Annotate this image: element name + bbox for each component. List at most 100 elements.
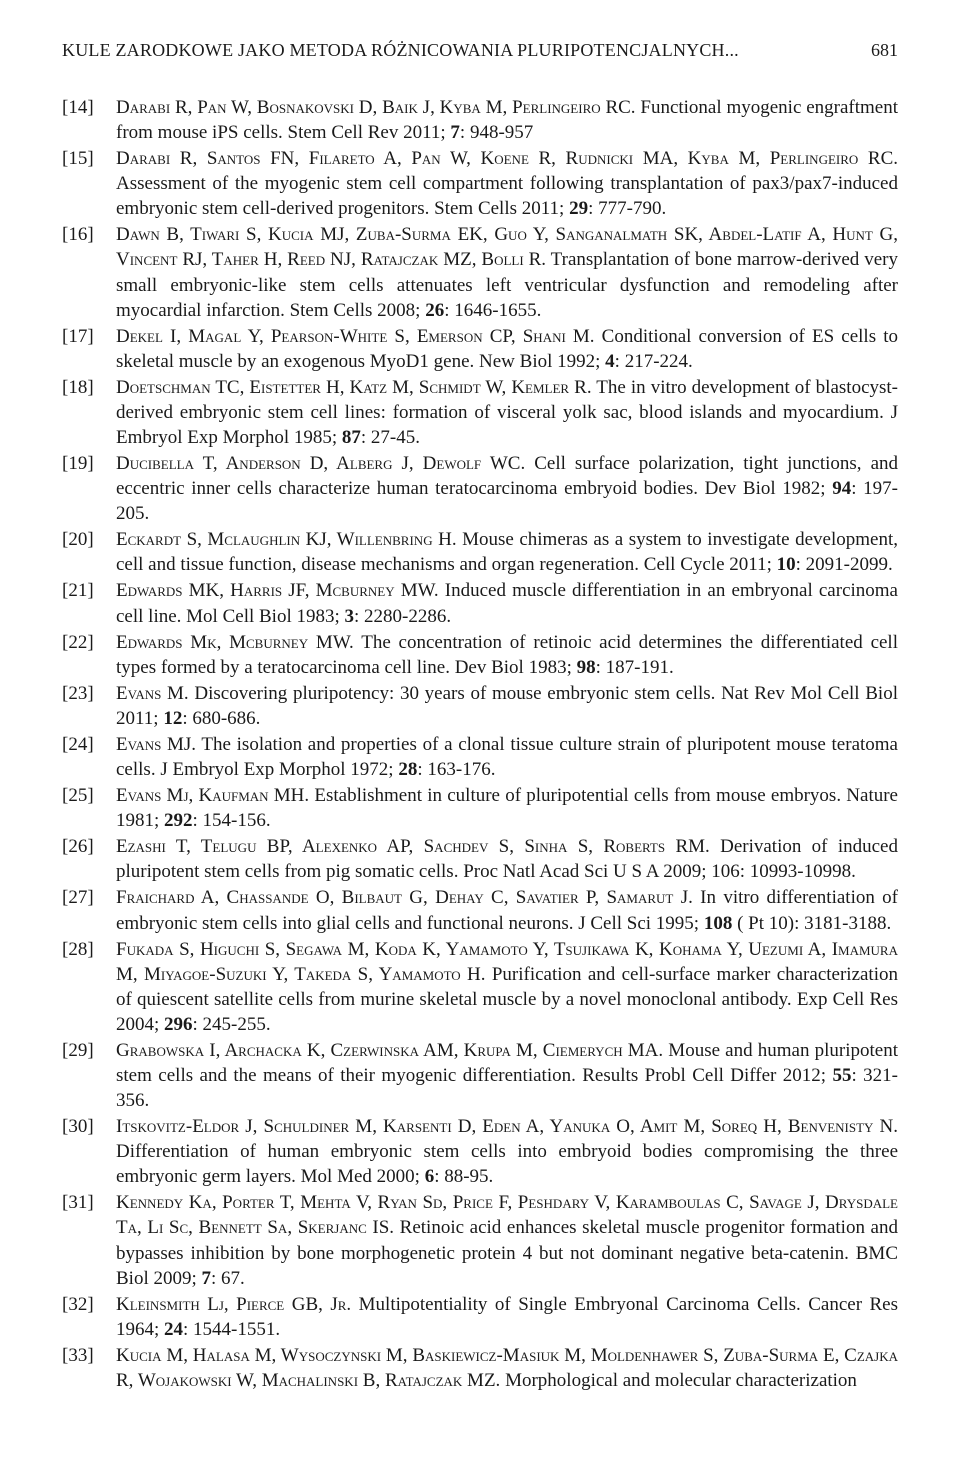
reference-body: Dawn B, Tiwari S, Kucia MJ, Zuba-Surma E…	[116, 222, 898, 322]
reference-item: [27]Fraichard A, Chassande O, Bilbaut G,…	[62, 885, 898, 935]
reference-tail: : 1544-1551.	[183, 1319, 280, 1340]
reference-number: [16]	[62, 222, 116, 322]
reference-item: [30]Itskovitz-Eldor J, Schuldiner M, Kar…	[62, 1114, 898, 1189]
reference-item: [25]Evans Mj, Kaufman MH. Establishment …	[62, 783, 898, 833]
reference-item: [29]Grabowska I, Archacka K, Czerwinska …	[62, 1038, 898, 1113]
reference-tail: : 67.	[211, 1268, 245, 1289]
reference-authors: Darabi R, Santos FN, Filareto A, Pan W, …	[116, 148, 898, 169]
reference-tail: : 948-957	[460, 122, 533, 143]
reference-volume: 292	[164, 810, 193, 831]
reference-body: Edwards MK, Harris JF, Mcburney MW. Indu…	[116, 578, 898, 628]
reference-item: [16]Dawn B, Tiwari S, Kucia MJ, Zuba-Sur…	[62, 222, 898, 322]
reference-item: [14]Darabi R, Pan W, Bosnakovski D, Baik…	[62, 95, 898, 145]
reference-volume: 28	[398, 759, 417, 780]
reference-tail: : 2280-2286.	[354, 606, 451, 627]
running-head: KULE ZARODKOWE JAKO METODA RÓŻNICOWANIA …	[62, 40, 898, 61]
reference-tail: : 217-224.	[615, 351, 693, 372]
reference-number: [22]	[62, 630, 116, 680]
reference-authors: Doetschman TC, Eistetter H, Katz M, Schm…	[116, 377, 592, 398]
reference-list: [14]Darabi R, Pan W, Bosnakovski D, Baik…	[62, 95, 898, 1393]
reference-volume: 7	[202, 1268, 212, 1289]
reference-body: Doetschman TC, Eistetter H, Katz M, Schm…	[116, 375, 898, 450]
reference-volume: 10	[777, 554, 796, 575]
reference-number: [17]	[62, 324, 116, 374]
reference-tail: : 187-191.	[596, 657, 674, 678]
reference-number: [30]	[62, 1114, 116, 1189]
reference-number: [21]	[62, 578, 116, 628]
reference-body: Dekel I, Magal Y, Pearson-White S, Emers…	[116, 324, 898, 374]
reference-text: The isolation and properties of a clonal…	[116, 734, 898, 780]
reference-volume: 3	[345, 606, 355, 627]
reference-item: [28]Fukada S, Higuchi S, Segawa M, Koda …	[62, 937, 898, 1037]
reference-item: [20]Eckardt S, Mclaughlin KJ, Willenbrin…	[62, 527, 898, 577]
running-title: KULE ZARODKOWE JAKO METODA RÓŻNICOWANIA …	[62, 40, 739, 61]
reference-authors: Evans MJ.	[116, 734, 196, 755]
reference-body: Eckardt S, Mclaughlin KJ, Willenbring H.…	[116, 527, 898, 577]
reference-volume: 94	[832, 478, 851, 499]
reference-body: Kleinsmith Lj, Pierce GB, Jr. Multipoten…	[116, 1292, 898, 1342]
reference-item: [19]Ducibella T, Anderson D, Alberg J, D…	[62, 451, 898, 526]
reference-authors: Grabowska I, Archacka K, Czerwinska AM, …	[116, 1040, 663, 1061]
page: KULE ZARODKOWE JAKO METODA RÓŻNICOWANIA …	[0, 0, 960, 1434]
reference-volume: 55	[832, 1065, 851, 1086]
reference-volume: 296	[164, 1014, 193, 1035]
reference-number: [33]	[62, 1343, 116, 1393]
reference-number: [18]	[62, 375, 116, 450]
reference-volume: 7	[450, 122, 460, 143]
reference-authors: Edwards Mk, Mcburney MW.	[116, 632, 354, 653]
reference-body: Darabi R, Santos FN, Filareto A, Pan W, …	[116, 146, 898, 221]
reference-number: [15]	[62, 146, 116, 221]
reference-authors: Fraichard A, Chassande O, Bilbaut G, Deh…	[116, 887, 693, 908]
reference-tail: : 245-255.	[193, 1014, 271, 1035]
reference-text: Assessment of the myogenic stem cell com…	[116, 173, 898, 219]
reference-authors: Evans M.	[116, 683, 189, 704]
reference-number: [25]	[62, 783, 116, 833]
reference-tail: : 777-790.	[588, 198, 666, 219]
reference-item: [26]Ezashi T, Telugu BP, Alexenko AP, Sa…	[62, 834, 898, 884]
reference-volume: 6	[425, 1166, 435, 1187]
reference-item: [15]Darabi R, Santos FN, Filareto A, Pan…	[62, 146, 898, 221]
reference-volume: 12	[163, 708, 182, 729]
reference-item: [33]Kucia M, Halasa M, Wysoczynski M, Ba…	[62, 1343, 898, 1393]
reference-authors: Kleinsmith Lj, Pierce GB, Jr.	[116, 1294, 351, 1315]
reference-number: [24]	[62, 732, 116, 782]
reference-number: [32]	[62, 1292, 116, 1342]
reference-body: Grabowska I, Archacka K, Czerwinska AM, …	[116, 1038, 898, 1113]
reference-body: Fraichard A, Chassande O, Bilbaut G, Deh…	[116, 885, 898, 935]
reference-item: [21]Edwards MK, Harris JF, Mcburney MW. …	[62, 578, 898, 628]
reference-number: [20]	[62, 527, 116, 577]
reference-item: [24]Evans MJ. The isolation and properti…	[62, 732, 898, 782]
reference-body: Itskovitz-Eldor J, Schuldiner M, Karsent…	[116, 1114, 898, 1189]
reference-body: Evans M. Discovering pluripotency: 30 ye…	[116, 681, 898, 731]
reference-authors: Darabi R, Pan W, Bosnakovski D, Baik J, …	[116, 97, 636, 118]
reference-tail: ( Pt 10): 3181-3188.	[732, 913, 891, 934]
reference-item: [22]Edwards Mk, Mcburney MW. The concent…	[62, 630, 898, 680]
reference-volume: 26	[425, 300, 444, 321]
reference-number: [29]	[62, 1038, 116, 1113]
reference-number: [31]	[62, 1190, 116, 1290]
reference-authors: Eckardt S, Mclaughlin KJ, Willenbring H.	[116, 529, 457, 550]
reference-item: [32]Kleinsmith Lj, Pierce GB, Jr. Multip…	[62, 1292, 898, 1342]
reference-body: Edwards Mk, Mcburney MW. The concentrati…	[116, 630, 898, 680]
reference-volume: 29	[569, 198, 588, 219]
reference-body: Ducibella T, Anderson D, Alberg J, Dewol…	[116, 451, 898, 526]
reference-text: Morphological and molecular characteriza…	[500, 1370, 857, 1391]
reference-text: Differentiation of human embryonic stem …	[116, 1141, 898, 1187]
reference-body: Ezashi T, Telugu BP, Alexenko AP, Sachde…	[116, 834, 898, 884]
reference-tail: : 154-156.	[193, 810, 271, 831]
page-number: 681	[871, 40, 898, 61]
reference-number: [28]	[62, 937, 116, 1037]
reference-authors: Ezashi T, Telugu BP, Alexenko AP, Sachde…	[116, 836, 710, 857]
reference-item: [23]Evans M. Discovering pluripotency: 3…	[62, 681, 898, 731]
reference-authors: Dekel I, Magal Y, Pearson-White S, Emers…	[116, 326, 595, 347]
reference-number: [19]	[62, 451, 116, 526]
reference-number: [26]	[62, 834, 116, 884]
reference-body: Kucia M, Halasa M, Wysoczynski M, Baskie…	[116, 1343, 898, 1393]
reference-authors: Edwards MK, Harris JF, Mcburney MW.	[116, 580, 439, 601]
reference-body: Kennedy Ka, Porter T, Mehta V, Ryan Sd, …	[116, 1190, 898, 1290]
reference-tail: : 2091-2099.	[796, 554, 893, 575]
reference-item: [31]Kennedy Ka, Porter T, Mehta V, Ryan …	[62, 1190, 898, 1290]
reference-body: Evans MJ. The isolation and properties o…	[116, 732, 898, 782]
reference-tail: : 680-686.	[182, 708, 260, 729]
reference-volume: 24	[164, 1319, 183, 1340]
